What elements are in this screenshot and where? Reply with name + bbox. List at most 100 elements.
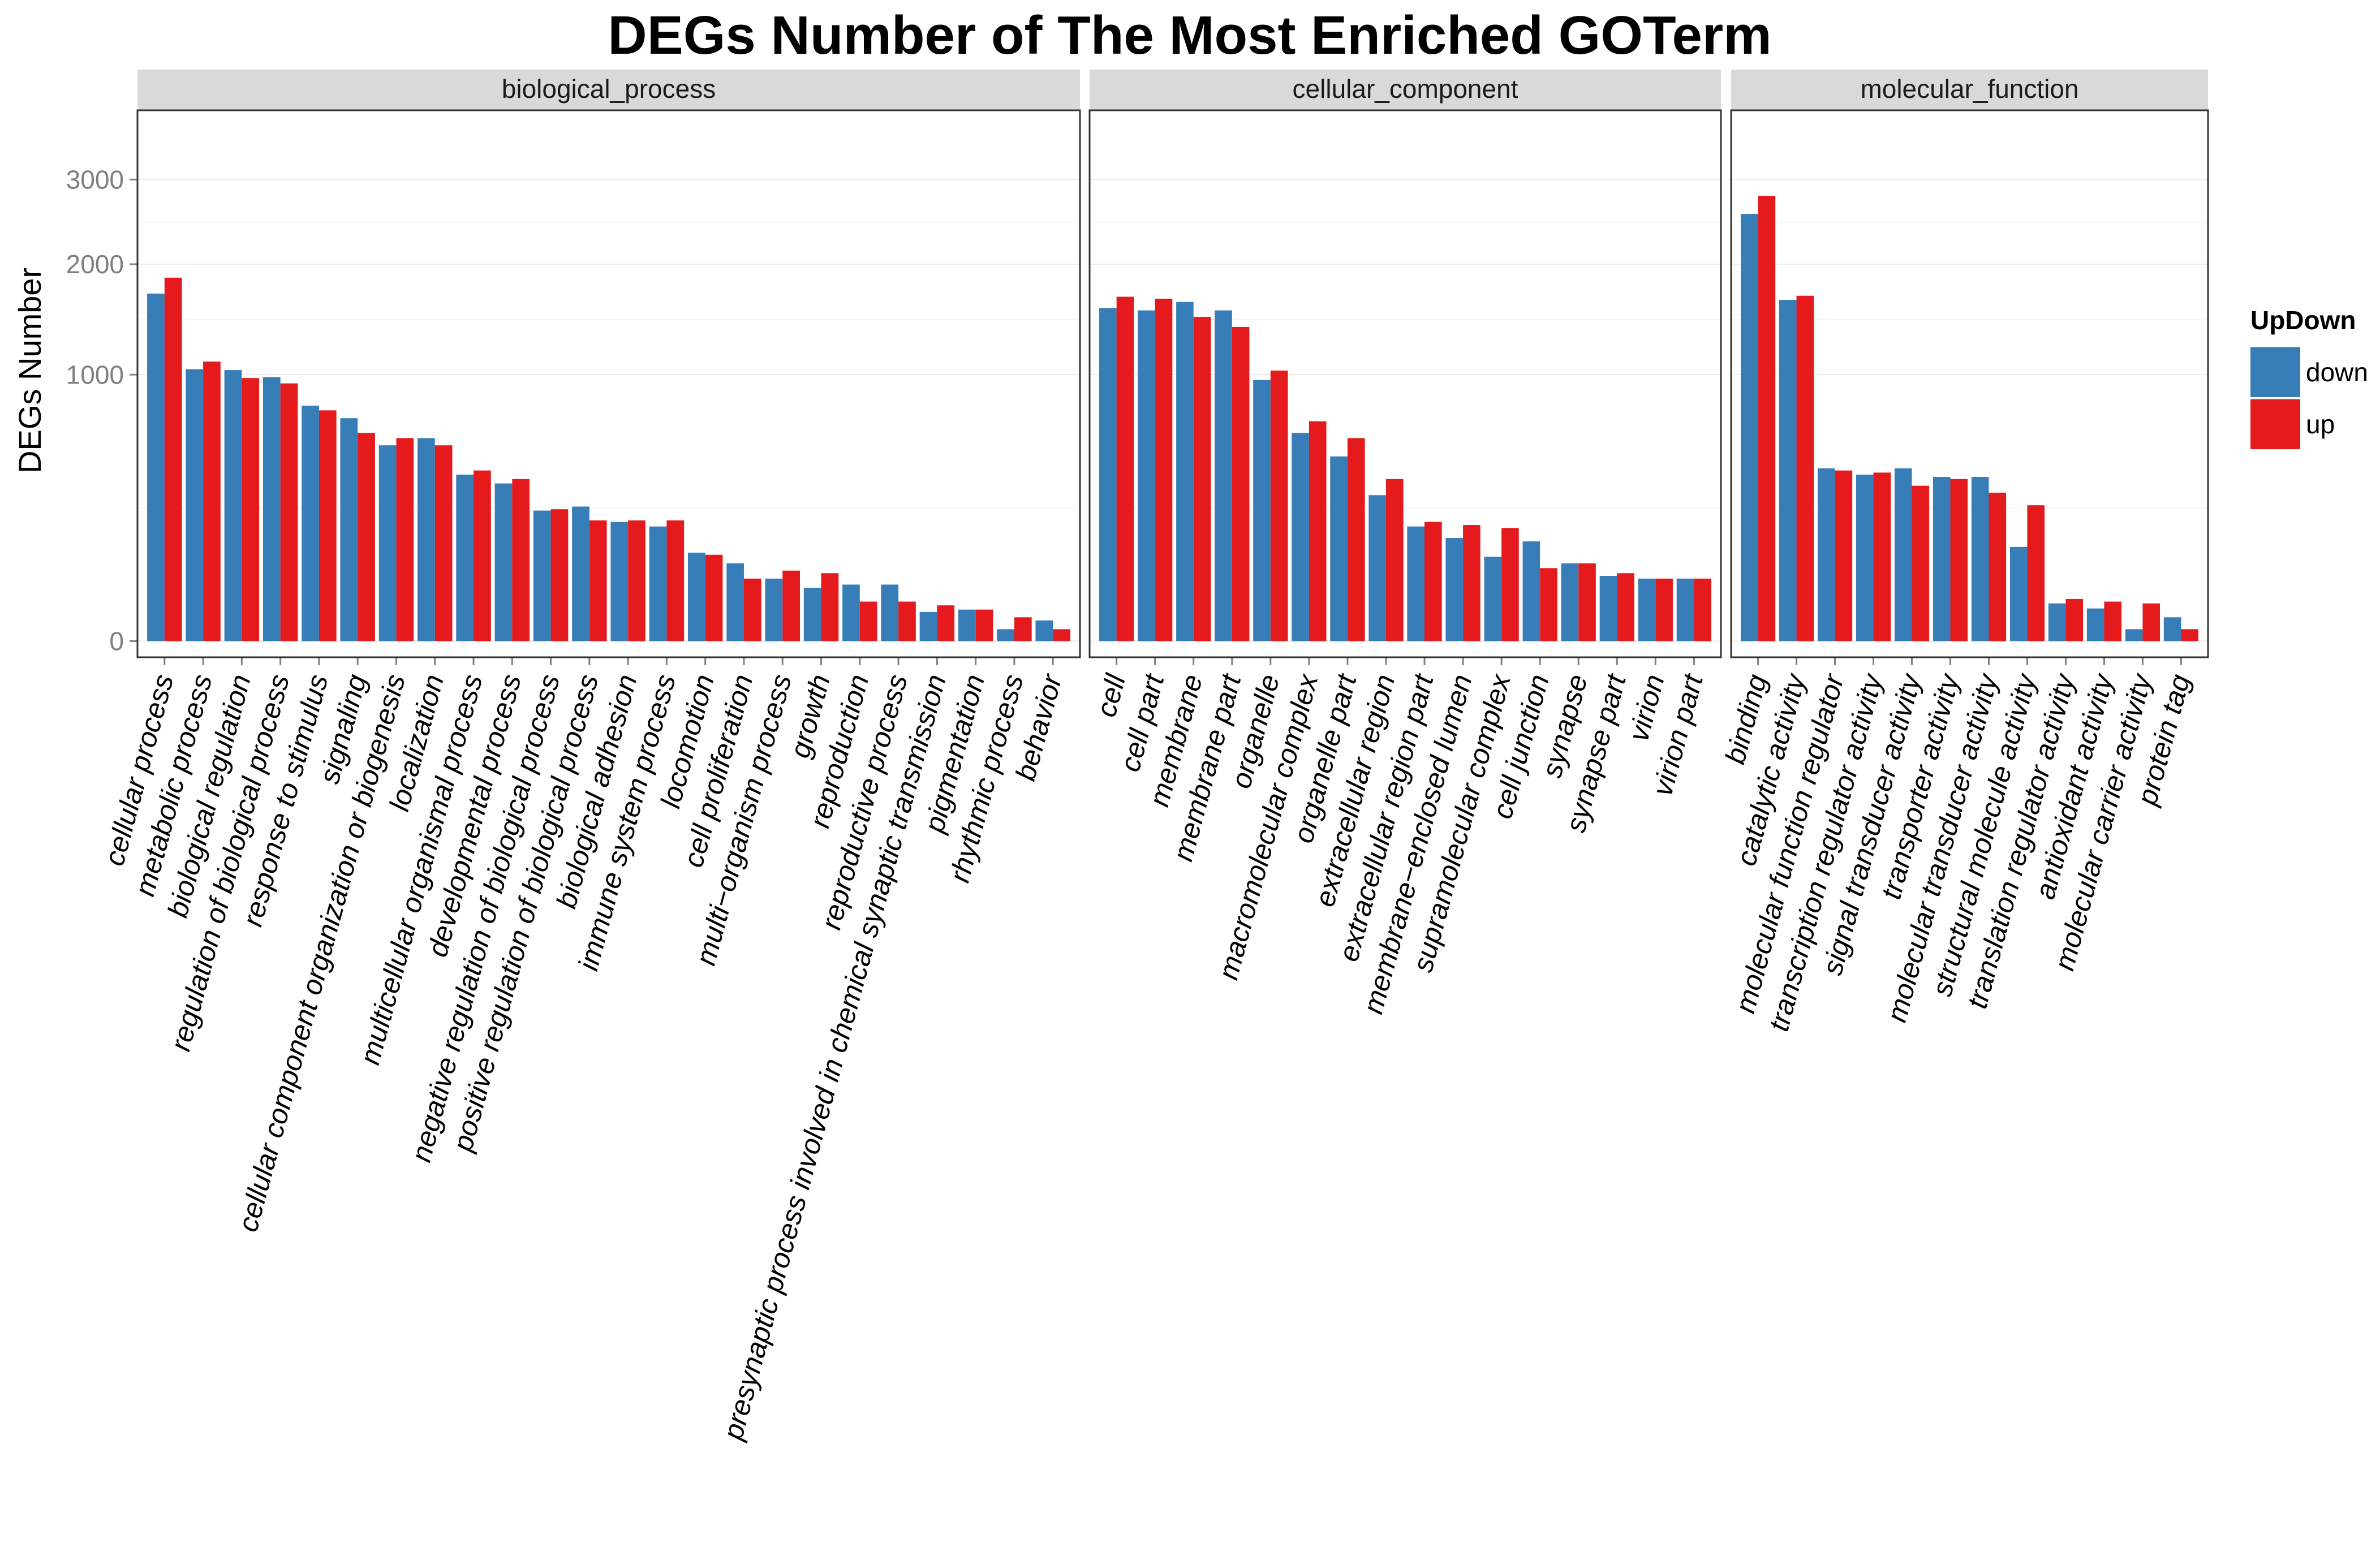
bar-up-signal-transducer-activity xyxy=(1912,485,1930,641)
bar-up-metabolic-process xyxy=(203,361,221,641)
facet-strip xyxy=(1731,70,2208,110)
panel-border xyxy=(136,109,1081,658)
bar-down-presynaptic-process-involved-in-chemical-synaptic-transmission xyxy=(919,611,937,641)
bar-up-virion-part xyxy=(1694,578,1711,641)
bar-down-supramolecular-complex xyxy=(1484,557,1502,641)
bar-up-synapse xyxy=(1578,563,1596,641)
bar-up-organelle-part xyxy=(1347,438,1365,641)
bar-down-cell-junction xyxy=(1522,541,1540,641)
y-tick-label: 1000 xyxy=(66,360,124,389)
bar-down-transcription-regulator-activity xyxy=(1856,475,1874,641)
legend-label-up: up xyxy=(2306,410,2335,439)
bar-up-molecular-carrier-activity xyxy=(2142,603,2160,641)
bar-up-protein-tag xyxy=(2181,629,2199,641)
bar-up-locomotion xyxy=(705,554,723,641)
bar-down-translation-regulator-activity xyxy=(2048,603,2066,641)
bar-up-extracellular-region xyxy=(1385,479,1404,641)
bar-up-biological-adhesion xyxy=(628,520,645,641)
bar-down-reproductive-process xyxy=(881,584,899,641)
bar-down-membrane-enclosed-lumen xyxy=(1445,537,1464,641)
bar-down-biological-adhesion xyxy=(610,522,629,641)
facet-strip xyxy=(137,70,1080,110)
bar-up-reproduction xyxy=(859,601,877,641)
legend-key-down xyxy=(2250,347,2300,397)
bar-down-locomotion xyxy=(687,553,705,641)
y-tick-label: 2000 xyxy=(66,249,124,279)
bar-down-positive-regulation-of-biological-process xyxy=(572,506,589,641)
bar-down-multicellular-organismal-process xyxy=(456,475,474,641)
bar-up-multi-organism-process xyxy=(782,570,800,641)
y-tick-label: 3000 xyxy=(66,165,124,194)
bar-down-localization xyxy=(418,438,435,641)
bar-down-virion-part xyxy=(1676,578,1694,641)
bar-down-cellular-component-organization-or-biogenesis xyxy=(378,445,397,641)
bar-up-extracellular-region-part xyxy=(1424,522,1442,641)
bar-up-binding xyxy=(1758,196,1776,641)
chart-title: DEGs Number of The Most Enriched GOTerm xyxy=(608,5,1771,66)
x-tick-label: cell xyxy=(1090,670,1132,721)
bar-up-pigmentation xyxy=(975,609,993,641)
bar-up-cell-junction xyxy=(1540,568,1557,641)
bar-up-transcription-regulator-activity xyxy=(1873,472,1891,641)
bar-down-developmental-process xyxy=(494,483,513,641)
bar-down-protein-tag xyxy=(2163,617,2181,641)
bar-down-reproduction xyxy=(842,584,860,641)
y-axis-label: DEGs Number xyxy=(12,268,48,473)
bar-down-cell-proliferation xyxy=(726,563,744,641)
bar-up-structural-molecule-activity xyxy=(2027,505,2045,641)
bar-down-molecular-carrier-activity xyxy=(2125,629,2143,641)
bar-up-positive-regulation-of-biological-process xyxy=(589,520,607,641)
bar-down-synapse-part xyxy=(1599,576,1617,641)
facet-strip-label: biological_process xyxy=(502,74,716,104)
legend-label-down: down xyxy=(2306,357,2368,387)
facet-strip-label: molecular_function xyxy=(1860,74,2078,104)
bar-up-signaling xyxy=(358,433,375,641)
bar-down-membrane-part xyxy=(1215,310,1232,641)
bar-up-membrane-enclosed-lumen xyxy=(1463,525,1480,641)
bar-up-translation-regulator-activity xyxy=(2065,598,2084,641)
panel-border xyxy=(1088,109,1722,658)
bar-up-antioxidant-activity xyxy=(2104,601,2122,641)
y-axis: 0 1000 2000 3000 xyxy=(66,165,137,656)
bar-down-biological-regulation xyxy=(224,370,242,641)
legend-title: UpDown xyxy=(2250,305,2356,335)
facet-strip-label: cellular_component xyxy=(1293,74,1518,104)
bar-down-negative-regulation-of-biological-process xyxy=(533,510,551,641)
bar-up-biological-regulation xyxy=(242,378,260,641)
bar-down-pigmentation xyxy=(958,609,976,641)
bar-down-regulation-of-biological-process xyxy=(262,377,281,641)
bar-up-synapse-part xyxy=(1617,573,1634,641)
bar-up-transporter-activity xyxy=(1950,479,1968,641)
bar-down-growth xyxy=(803,588,821,641)
bar-up-presynaptic-process-involved-in-chemical-synaptic-transmission xyxy=(937,605,955,641)
bar-up-response-to-stimulus xyxy=(319,410,337,641)
bar-up-cell-part xyxy=(1155,299,1173,641)
bar-down-response-to-stimulus xyxy=(302,406,319,641)
bar-up-macromolecular-complex xyxy=(1309,421,1327,641)
facets-layer: 0 1000 2000 3000biological_processcellular … xyxy=(66,70,2209,1444)
bar-down-molecular-transducer-activity xyxy=(1971,477,1989,641)
bar-up-catalytic-activity xyxy=(1796,295,1814,641)
bar-up-molecular-function-regulator xyxy=(1835,470,1853,641)
bar-up-rhythmic-process xyxy=(1014,617,1032,641)
bar-down-rhythmic-process xyxy=(997,629,1014,641)
bar-up-localization xyxy=(434,445,453,641)
bar-down-molecular-function-regulator xyxy=(1817,468,1835,641)
bar-up-cell-proliferation xyxy=(743,578,761,641)
bar-down-signal-transducer-activity xyxy=(1894,468,1912,641)
bar-up-supramolecular-complex xyxy=(1501,528,1519,641)
bar-down-organelle xyxy=(1253,380,1271,641)
bar-down-cellular-process xyxy=(147,294,165,641)
bar-down-immune-system-process xyxy=(649,526,667,641)
bar-up-molecular-transducer-activity xyxy=(1989,493,2007,641)
bar-up-cell xyxy=(1116,296,1134,641)
bar-down-binding xyxy=(1740,214,1758,641)
bar-down-signaling xyxy=(340,418,358,641)
bar-down-catalytic-activity xyxy=(1779,300,1797,641)
bar-down-cell-part xyxy=(1138,310,1155,641)
bar-down-synapse xyxy=(1561,563,1579,641)
